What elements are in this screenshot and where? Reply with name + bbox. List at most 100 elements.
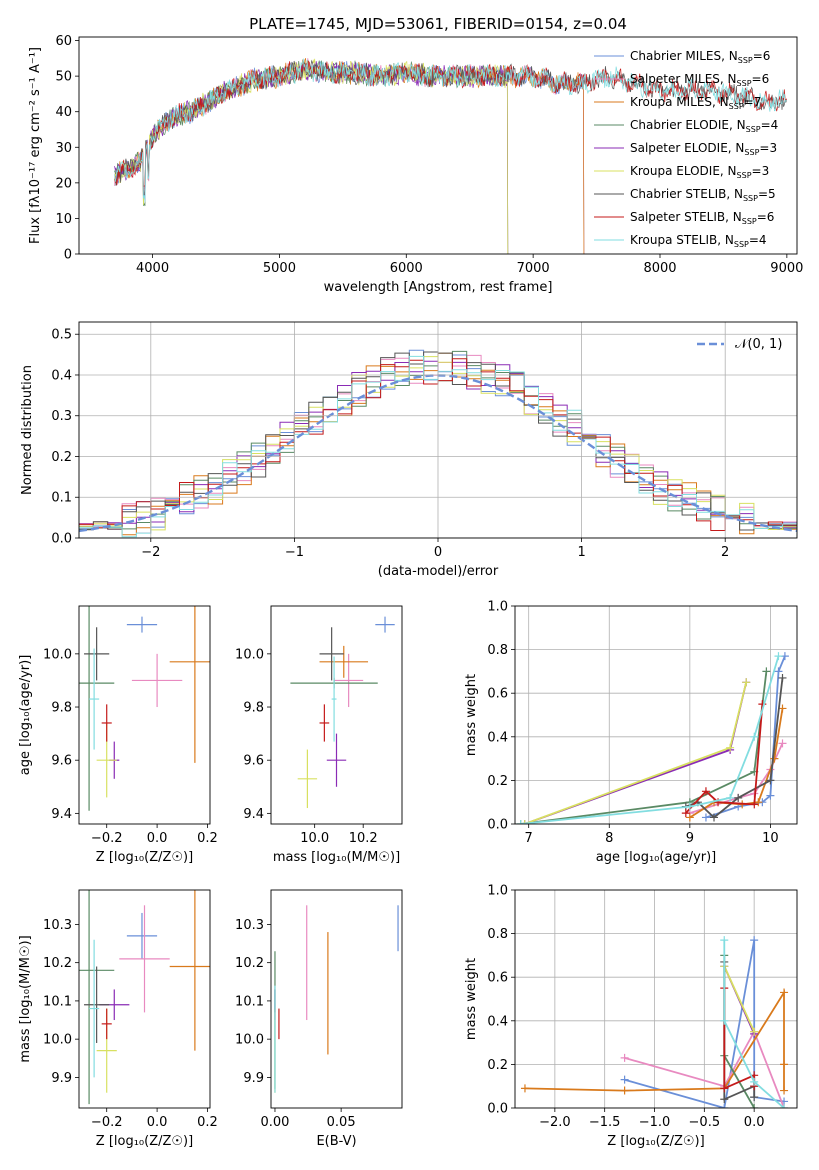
errorbar-chabrier-miles — [126, 912, 158, 959]
y-tick-label: 10 — [55, 212, 72, 227]
residual-legend: 𝒩(0, 1) — [697, 337, 782, 352]
panel-age_vs_Z: −0.2 0.0 0.2 9.4 9.6 9.8 10.0 Z [log₁₀(Z/Z☉)] ag… — [18, 605, 218, 865]
x-tick-label: 0.05 — [327, 1115, 356, 1130]
errorbar-kroupa-miles — [169, 606, 210, 763]
y-tick-label: 10.3 — [235, 918, 264, 933]
y-tick-label: 10.0 — [43, 1033, 72, 1048]
plot-area — [271, 890, 402, 1108]
weight-marker — [520, 820, 529, 824]
y-tick-label: 0.2 — [487, 1058, 508, 1073]
y-tick-label: 0.8 — [487, 643, 508, 658]
weight-marker — [770, 754, 779, 763]
x-tick-label: 7 — [525, 831, 533, 846]
figure-title: PLATE=1745, MJD=53061, FIBERID=0154, z=0… — [249, 15, 627, 33]
weight-marker — [516, 820, 525, 824]
weight-marker — [750, 936, 759, 945]
y-tick-label: 0.0 — [487, 1102, 508, 1117]
weight-marker — [774, 667, 783, 676]
y-tick-label: 50 — [55, 70, 72, 85]
errorbar-salpeter-stelib — [101, 1008, 112, 1040]
weight-marker — [685, 813, 694, 822]
weight-marker — [774, 652, 783, 661]
x-tick-label: 4000 — [136, 261, 169, 276]
y-tick-label: 10.2 — [43, 956, 72, 971]
weight-marker — [750, 1093, 759, 1102]
errorbar-salpeter-miles — [131, 653, 183, 708]
plot-area — [271, 606, 402, 824]
panel-age_vs_mass: 10.0 10.2 9.4 9.6 9.8 10.0 mass [log₁₀(M/M☉)] — [235, 605, 403, 865]
weight-marker — [742, 678, 751, 687]
weight-marker — [520, 1084, 529, 1093]
x-tick-label: 0.00 — [260, 1115, 289, 1130]
y-tick-label: 0.6 — [487, 971, 508, 986]
y-axis-label: Flux [fλ10⁻¹⁷ erg cm⁻² s⁻¹ A⁻¹] — [28, 47, 43, 244]
weight-marker — [720, 936, 729, 945]
x-tick-label: 0 — [434, 545, 442, 560]
y-tick-label: 10.2 — [235, 956, 264, 971]
y-tick-label: 10.1 — [235, 994, 264, 1009]
axes-frame — [78, 889, 211, 1109]
x-axis-label: E(B-V) — [316, 1134, 356, 1149]
x-tick-label: 10.0 — [300, 831, 329, 846]
y-tick-label: 20 — [55, 176, 72, 191]
x-tick-label: 0.0 — [147, 1115, 168, 1130]
panel-mass_weight_vs_Z: −2.0 −1.5 −1.0 −0.5 0.0 0.0 0.2 0.4 0.6 0.8 1.0 Z [… — [464, 884, 798, 1149]
axes-frame — [78, 321, 798, 539]
y-tick-label: 0.0 — [487, 818, 508, 833]
y-tick-label: 9.9 — [243, 1071, 264, 1086]
errorbar-kroupa-miles — [169, 890, 210, 1051]
y-tick-label: 40 — [55, 105, 72, 120]
x-tick-label: 8000 — [643, 261, 676, 276]
weight-marker — [685, 802, 694, 811]
x-tick-label: 6000 — [390, 261, 423, 276]
y-axis-label: mass weight — [464, 958, 479, 1040]
y-tick-label: 9.6 — [51, 754, 72, 769]
x-tick-label: 2 — [721, 545, 729, 560]
y-tick-label: 0.8 — [487, 927, 508, 942]
plot-content — [79, 890, 210, 1105]
weight-marker — [778, 739, 787, 748]
weight-marker — [681, 809, 690, 818]
axes-frame — [270, 889, 403, 1109]
y-tick-label: 60 — [55, 34, 72, 49]
errorbar-chabrier-stelib — [84, 627, 110, 681]
weight-marker — [734, 793, 743, 802]
weight-line-kroupa-stelib — [723, 940, 785, 1108]
x-axis-label: wavelength [Angstrom, rest frame] — [324, 280, 553, 295]
y-tick-label: 0.0 — [51, 532, 72, 547]
x-tick-label: 7000 — [517, 261, 550, 276]
x-axis-label: mass [log₁₀(M/M☉)] — [273, 850, 400, 865]
plot-content — [79, 322, 797, 538]
x-tick-label: −2 — [141, 545, 160, 560]
weight-marker — [720, 1095, 729, 1104]
legend-label: Kroupa ELODIE, NSSP=3 — [630, 164, 769, 180]
axes-frame — [514, 889, 798, 1109]
x-axis-label: age [log₁₀(age/yr)] — [596, 850, 717, 865]
y-tick-label: 1.0 — [487, 600, 508, 615]
x-axis-label: Z [log₁₀(Z/Z☉)] — [96, 850, 193, 865]
errorbar-chabrier-elodie — [79, 606, 115, 811]
x-tick-label: 10 — [762, 831, 779, 846]
legend-label: 𝒩(0, 1) — [735, 337, 782, 352]
weight-marker — [710, 813, 719, 822]
weight-marker — [720, 1016, 729, 1025]
x-tick-label: 9 — [686, 831, 694, 846]
weight-marker — [720, 1104, 729, 1108]
errorbar-salpeter-elodie — [326, 733, 347, 787]
x-tick-label: −0.2 — [91, 831, 123, 846]
x-tick-label: 9000 — [770, 261, 803, 276]
y-tick-label: 9.6 — [243, 754, 264, 769]
x-tick-label: 8 — [605, 831, 613, 846]
plot-area — [79, 606, 210, 824]
x-tick-label: 1 — [577, 545, 585, 560]
plot-content — [79, 606, 210, 811]
y-tick-label: 9.8 — [243, 701, 264, 716]
y-tick-label: 0.3 — [51, 409, 72, 424]
y-tick-label: 0.6 — [487, 687, 508, 702]
errorbar-kroupa-stelib — [331, 656, 337, 742]
y-tick-label: 0 — [64, 248, 72, 263]
x-tick-label: 10.2 — [349, 831, 378, 846]
weight-marker — [620, 1086, 629, 1095]
y-tick-label: 0.4 — [487, 730, 508, 745]
